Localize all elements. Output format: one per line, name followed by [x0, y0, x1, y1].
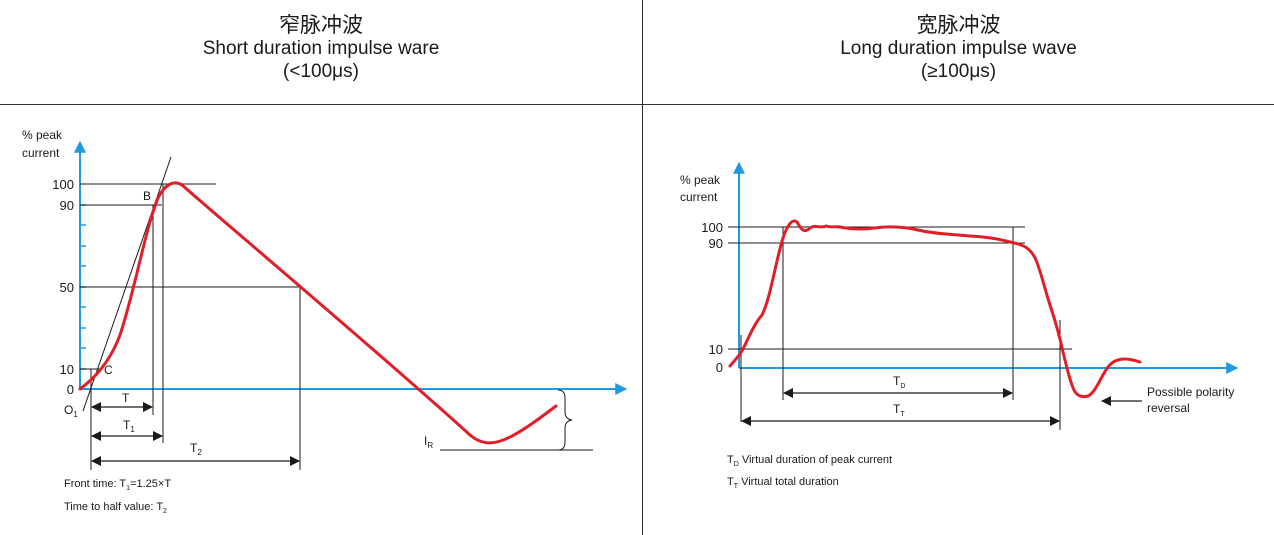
- right-diagram: % peak current 100 90 10 0 TD TT Possibl…: [680, 161, 1239, 490]
- left-range: (<100μs): [283, 61, 359, 82]
- left-tick-50: 50: [60, 280, 74, 295]
- right-title-cn: 宽脉冲波: [916, 13, 1001, 37]
- right-polarity-line1: Possible polarity: [1147, 385, 1234, 399]
- left-y-label-line2: current: [22, 146, 60, 160]
- left-note-half: Time to half value: T2: [64, 501, 167, 515]
- left-panel-header: 窄脉冲波 Short duration impulse ware (<100μs…: [0, 0, 642, 104]
- right-polarity-line2: reversal: [1147, 401, 1190, 415]
- left-y-label-line1: % peak: [22, 128, 63, 142]
- left-point-c: C: [104, 363, 113, 377]
- left-dim-t-label: T: [122, 391, 130, 405]
- panel-divider: [642, 0, 643, 535]
- left-dim-t2-label: T2: [190, 441, 202, 457]
- right-tick-0: 0: [716, 360, 723, 375]
- right-y-label-line2: current: [680, 190, 718, 204]
- right-title-en: Long duration impulse wave: [840, 38, 1077, 59]
- left-note-front: Front time: T1=1.25×T: [64, 478, 171, 492]
- left-point-b: B: [143, 189, 151, 203]
- right-tick-90: 90: [709, 236, 723, 251]
- right-impulse-curve: [728, 219, 1142, 399]
- left-diagram: % peak current 100 90 50 10 0 B C O1 T: [22, 128, 628, 515]
- left-ir-brace: [557, 389, 573, 451]
- left-tick-100: 100: [52, 177, 74, 192]
- right-range: (≥100μs): [920, 61, 997, 82]
- right-legend-tt: TT Virtual total duration: [727, 476, 839, 490]
- left-tick-90: 90: [60, 198, 74, 213]
- left-title-en: Short duration impulse ware: [202, 38, 440, 59]
- left-ir-label: IR: [424, 434, 433, 450]
- right-legend-td: TD Virtual duration of peak current: [727, 454, 892, 468]
- left-origin: O1: [64, 403, 78, 419]
- header-divider: [0, 104, 1274, 105]
- left-tick-0: 0: [67, 382, 74, 397]
- right-panel-header: 宽脉冲波 Long duration impulse wave (≥100μs): [643, 0, 1274, 104]
- left-title-cn: 窄脉冲波: [279, 13, 363, 37]
- right-tick-100: 100: [701, 220, 723, 235]
- left-impulse-curve: [78, 181, 558, 445]
- left-tick-10: 10: [60, 362, 74, 377]
- right-y-label-line1: % peak: [680, 173, 721, 187]
- right-dim-td-label: TD: [893, 374, 905, 390]
- left-dim-t1-label: T1: [123, 418, 135, 434]
- right-dim-tt-label: TT: [893, 402, 905, 418]
- right-tick-10: 10: [709, 342, 723, 357]
